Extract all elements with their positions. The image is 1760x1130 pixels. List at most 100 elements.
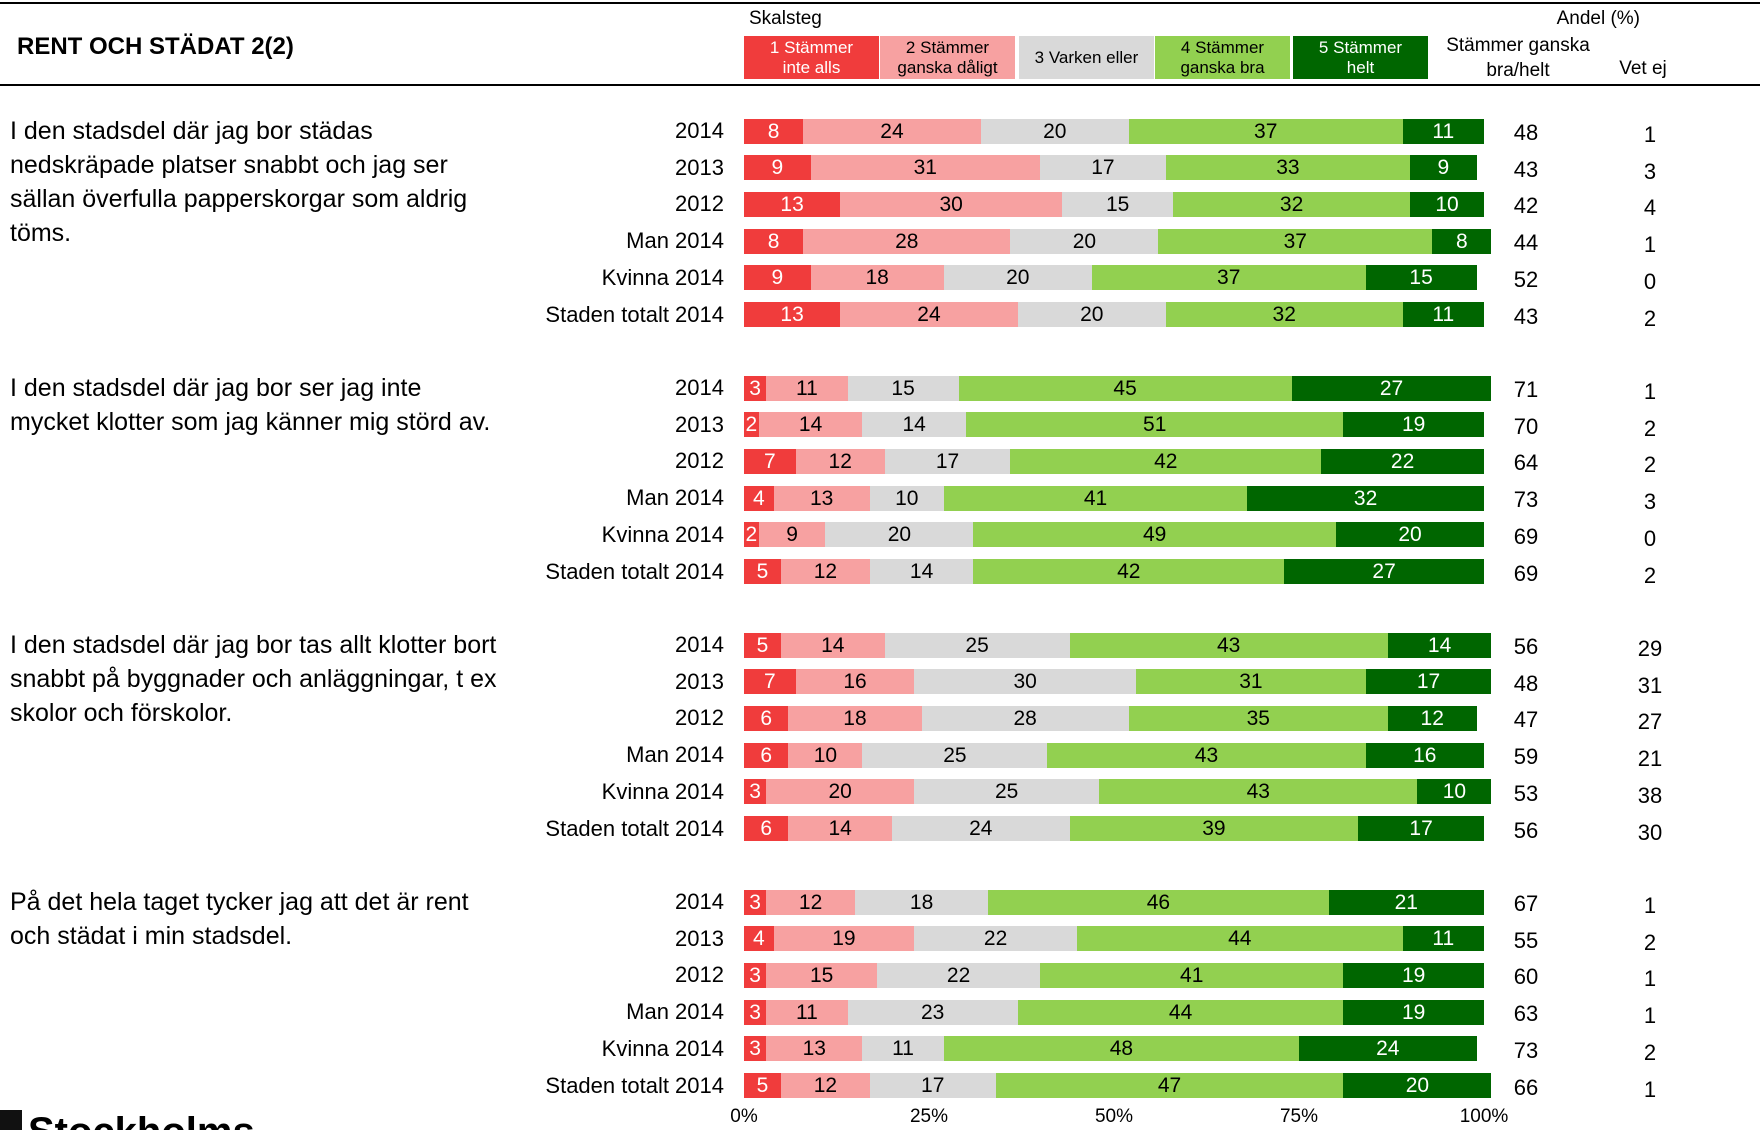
logo-icon xyxy=(0,1110,22,1130)
row-label: 2013 xyxy=(675,154,724,180)
legend-item: 5 Stämmer helt xyxy=(1293,36,1428,79)
bar-segment: 4 xyxy=(744,926,774,952)
bar-segment: 20 xyxy=(1343,1073,1492,1098)
row-label: 2012 xyxy=(675,705,724,731)
bar-segment: 43 xyxy=(1099,779,1418,805)
bar-segment: 3 xyxy=(744,889,767,915)
bar-segment: 33 xyxy=(1165,155,1410,181)
bar-segment: 20 xyxy=(766,779,915,805)
bar-segment: 30 xyxy=(914,669,1137,695)
question: I den stadsdel där jag bor ser jag inte … xyxy=(10,374,491,436)
bar-segment: 3 xyxy=(744,962,767,988)
bar-segment: 23 xyxy=(847,999,1018,1025)
bar-segment: 6 xyxy=(744,705,789,731)
bar-segment: 17 xyxy=(884,448,1011,474)
bar-segment: 25 xyxy=(862,742,1048,768)
bar-segment: 11 xyxy=(1402,118,1484,144)
bar-segment: 2 xyxy=(744,522,759,548)
agree-value: 60 xyxy=(1513,964,1539,990)
bar-segment: 17 xyxy=(1358,816,1484,841)
bar-segment: 49 xyxy=(973,522,1336,548)
bar-segment: 13 xyxy=(744,191,841,217)
dont-know-value: 2 xyxy=(1643,305,1657,331)
agree-value: 67 xyxy=(1513,891,1539,916)
bar-segment: 28 xyxy=(921,705,1129,731)
bar-segment: 51 xyxy=(966,412,1344,438)
row-label: 2012 xyxy=(675,191,724,217)
question: I den stadsdel där jag bor tas allt klot… xyxy=(10,631,497,727)
bar-segment: 41 xyxy=(943,485,1248,511)
bar-segment: 43 xyxy=(1069,632,1388,658)
dont-know-value: 21 xyxy=(1637,746,1663,772)
bar-segment: 12 xyxy=(1387,705,1477,731)
bar-segment: 15 xyxy=(1365,265,1477,291)
bar-segment: 5 xyxy=(744,632,781,658)
bar-segment: 44 xyxy=(1077,926,1403,952)
bar-segment: 25 xyxy=(914,779,1100,805)
agree-value: 70 xyxy=(1513,413,1539,439)
legend-item: 3 Varken eller xyxy=(1019,36,1154,79)
bar-segment: 20 xyxy=(825,522,974,548)
bar-segment: 3 xyxy=(744,999,767,1025)
row-label: 2012 xyxy=(675,962,724,988)
bar-segment: 3 xyxy=(744,779,767,805)
dont-know-value: 29 xyxy=(1637,636,1663,661)
x-tick-label: 50% xyxy=(1094,1106,1134,1127)
bar-segment: 4 xyxy=(744,485,774,511)
bar-segment: 14 xyxy=(1387,632,1492,658)
dont-know-header: Vet ej xyxy=(1619,58,1667,79)
bar-segment: 37 xyxy=(1091,265,1366,291)
share-header: Andel (%) xyxy=(1556,8,1640,29)
bar-segment: 27 xyxy=(1291,375,1492,401)
bar-segment: 17 xyxy=(869,1073,996,1098)
bar-segment: 10 xyxy=(788,742,863,768)
agree-value: 47 xyxy=(1513,707,1539,733)
bar-segment: 6 xyxy=(744,742,789,768)
legend-item: 2 Stämmer ganska dåligt xyxy=(880,36,1015,79)
bar-segment: 45 xyxy=(958,375,1292,401)
bar-segment: 32 xyxy=(1247,485,1484,511)
bar-segment: 25 xyxy=(884,632,1070,658)
bar-segment: 10 xyxy=(869,485,944,511)
row-label: Man 2014 xyxy=(626,485,724,511)
dont-know-value: 2 xyxy=(1643,562,1657,588)
x-tick-label: 25% xyxy=(909,1106,949,1127)
agree-value: 43 xyxy=(1513,303,1539,329)
bar-segment: 18 xyxy=(810,265,944,291)
agree-value: 56 xyxy=(1513,634,1539,659)
bar-segment: 37 xyxy=(1128,118,1403,144)
bar-segment: 5 xyxy=(744,559,781,584)
agree-value: 56 xyxy=(1513,817,1539,843)
bar-segment: 14 xyxy=(788,816,892,841)
bar-segment: 13 xyxy=(773,485,870,511)
bar-segment: 8 xyxy=(744,228,804,254)
row-label: Kvinna 2014 xyxy=(601,264,724,290)
bar-segment: 7 xyxy=(744,448,796,474)
dont-know-value: 1 xyxy=(1643,122,1657,147)
dont-know-value: 2 xyxy=(1643,452,1657,478)
bar-segment: 13 xyxy=(766,1036,863,1062)
bar-segment: 24 xyxy=(803,118,981,144)
bar-segment: 27 xyxy=(1284,559,1484,584)
agree-value: 44 xyxy=(1513,230,1539,256)
bar-segment: 14 xyxy=(862,412,966,438)
dont-know-value: 2 xyxy=(1643,1039,1657,1065)
dont-know-value: 3 xyxy=(1643,489,1657,515)
bar-segment: 9 xyxy=(744,155,811,181)
bar-segment: 14 xyxy=(869,559,974,584)
row-label: 2014 xyxy=(675,632,724,657)
dont-know-value: 1 xyxy=(1643,893,1657,918)
dont-know-value: 2 xyxy=(1643,415,1657,441)
bar-segment: 44 xyxy=(1017,999,1344,1025)
bar-segment: 47 xyxy=(995,1073,1344,1098)
legend-item: 4 Stämmer ganska bra xyxy=(1155,36,1290,79)
bar-segment: 16 xyxy=(1365,742,1484,768)
dont-know-value: 1 xyxy=(1643,1076,1657,1102)
dont-know-value: 1 xyxy=(1643,379,1657,404)
bar-segment: 9 xyxy=(1410,155,1477,181)
row-label: 2014 xyxy=(675,375,724,400)
row-label: Man 2014 xyxy=(626,999,724,1025)
agree-value: 73 xyxy=(1513,1037,1539,1063)
bar-segment: 48 xyxy=(943,1036,1299,1062)
agree-value: 53 xyxy=(1513,780,1539,806)
